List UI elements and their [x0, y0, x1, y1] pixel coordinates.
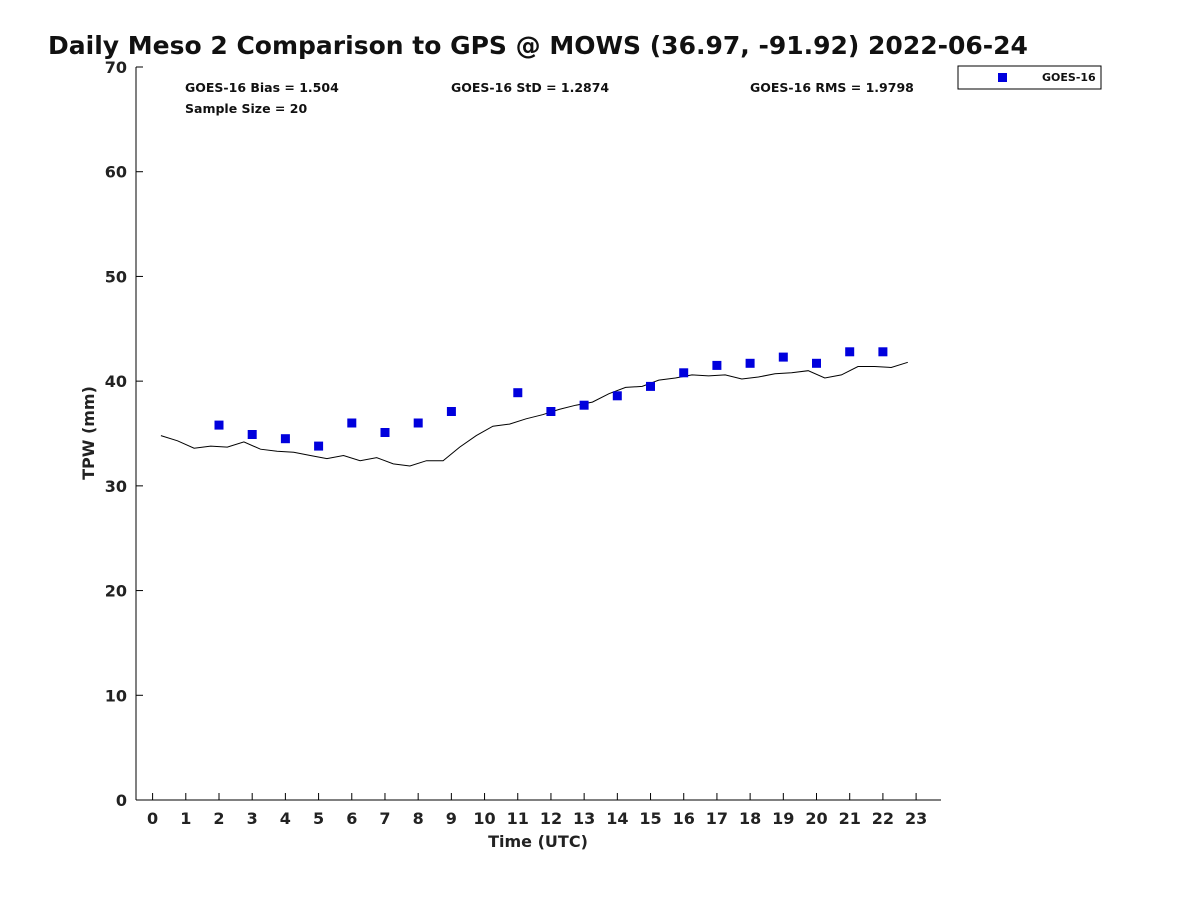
goes16-data-point: [280, 434, 290, 444]
goes16-data-point: [878, 347, 888, 357]
x-tick-label: 6: [346, 809, 357, 828]
gps-line-layer: [160, 361, 908, 467]
x-tick-label: 20: [805, 809, 827, 828]
goes16-data-point: [612, 391, 622, 401]
y-tick-label: 30: [105, 477, 127, 496]
x-tick-label: 23: [905, 809, 927, 828]
stat-rms: GOES-16 RMS = 1.9798: [750, 80, 914, 95]
goes16-data-point: [380, 428, 390, 437]
x-tick-label: 17: [706, 809, 728, 828]
goes16-data-point: [812, 358, 821, 368]
x-tick-label: 3: [247, 809, 258, 828]
x-tick-label: 18: [739, 809, 761, 828]
x-tick-label: 13: [573, 809, 595, 828]
x-tick-label: 12: [540, 809, 562, 828]
goes16-data-point: [214, 420, 224, 430]
x-tick-label: 11: [507, 809, 529, 828]
stat-bias: GOES-16 Bias = 1.504: [185, 80, 339, 95]
x-tick-label: 15: [639, 809, 661, 828]
legend: GOES-16: [957, 65, 1102, 90]
stat-std: GOES-16 StD = 1.2874: [451, 80, 609, 95]
goes16-data-point: [247, 430, 257, 439]
goes16-data-point: [646, 381, 655, 391]
x-tick-label: 1: [180, 809, 191, 828]
goes16-data-point: [712, 360, 722, 370]
y-tick-label: 0: [116, 791, 127, 810]
goes16-data-point: [679, 368, 689, 378]
goes16-data-point: [745, 358, 755, 368]
x-axis-label: Time (UTC): [488, 832, 588, 851]
stat-sample-size: Sample Size = 20: [185, 101, 307, 116]
goes16-data-point: [546, 407, 556, 416]
x-tick-label: 5: [313, 809, 324, 828]
x-tick-label: 7: [379, 809, 390, 828]
y-tick-label: 10: [105, 686, 127, 705]
legend-marker-square: [998, 73, 1007, 82]
x-tick-label: 8: [413, 809, 424, 828]
y-tick-label: 20: [105, 582, 127, 601]
x-tick-label: 16: [673, 809, 695, 828]
plot-area: [136, 67, 941, 800]
goes16-data-point: [579, 400, 589, 410]
x-tick-label: 21: [839, 809, 861, 828]
x-tick-label: 10: [473, 809, 495, 828]
goes16-data-point: [845, 347, 855, 357]
legend-label: GOES-16: [1042, 71, 1096, 84]
chart-title: Daily Meso 2 Comparison to GPS @ MOWS (3…: [48, 31, 1028, 60]
x-axis-ticks: 0 1 2 3 4 5 6 7 8 9 10 11 12 13 14 15 16 17 18 19 20 21 22 23: [147, 793, 927, 828]
x-tick-label: 14: [606, 809, 628, 828]
x-tick-label: 2: [213, 809, 224, 828]
y-tick-label: 40: [105, 372, 127, 391]
goes16-data-point: [513, 388, 523, 398]
goes16-data-point: [413, 418, 423, 428]
goes16-data-point: [347, 418, 357, 428]
goes16-data-point: [778, 352, 788, 362]
y-tick-label: 60: [105, 163, 127, 182]
y-tick-label: 70: [105, 58, 127, 77]
x-tick-label: 19: [772, 809, 794, 828]
y-axis-ticks: 0 10 20 30 40 50 60 70: [105, 58, 143, 810]
x-tick-label: 9: [446, 809, 457, 828]
goes16-data-point: [314, 441, 324, 451]
goes16-data-point: [446, 407, 456, 416]
gps-tpw-line: [160, 361, 908, 467]
y-tick-label: 50: [105, 267, 127, 286]
x-tick-label: 0: [147, 809, 158, 828]
x-tick-label: 22: [872, 809, 894, 828]
legend-box: [957, 65, 1102, 90]
x-tick-label: 4: [280, 809, 291, 828]
y-axis-label: TPW (mm): [79, 386, 98, 480]
goes16-marker-layer: [214, 347, 888, 451]
